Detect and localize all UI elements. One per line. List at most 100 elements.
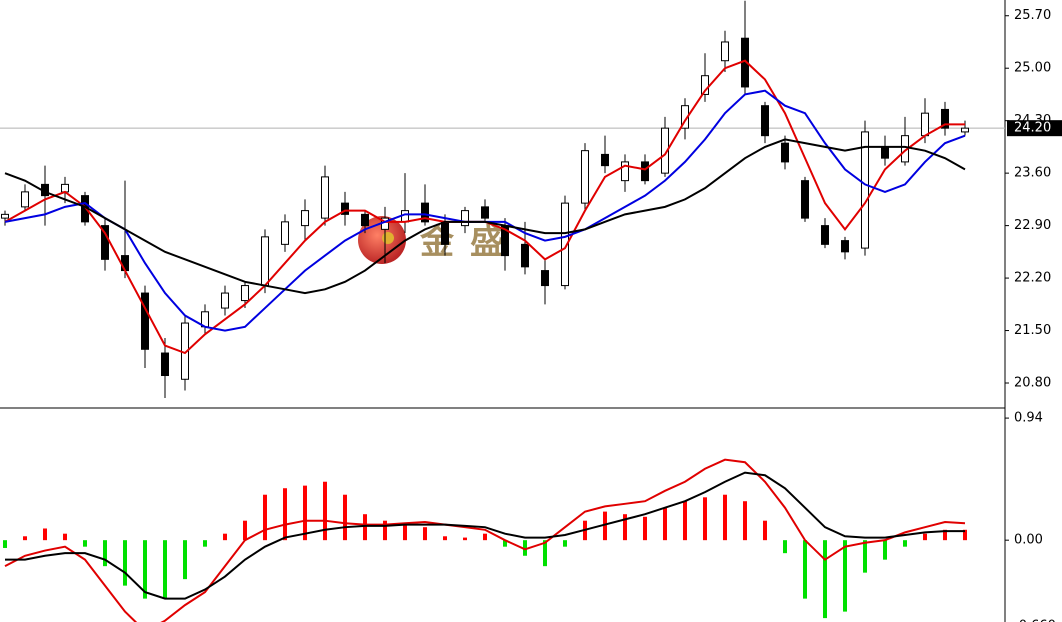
histogram-bar	[683, 501, 687, 541]
histogram-bar	[623, 514, 627, 541]
histogram-bar	[803, 540, 807, 599]
y-tick-label: 0.00	[1014, 533, 1043, 548]
histogram-bar	[783, 540, 787, 554]
histogram-bar	[603, 511, 607, 541]
candle-body	[261, 236, 269, 287]
histogram-bar	[723, 494, 727, 541]
histogram-bar	[303, 485, 307, 541]
candle-body	[241, 285, 249, 302]
candle-body	[721, 41, 729, 62]
candle-body	[221, 292, 229, 309]
histogram-bar	[443, 536, 447, 541]
candle-body	[61, 183, 69, 193]
last-price-box	[1007, 120, 1062, 137]
histogram-bar	[63, 533, 67, 541]
histogram-bar	[223, 533, 227, 541]
histogram-bar	[863, 540, 867, 573]
candle-body	[761, 105, 769, 137]
histogram-bar	[23, 536, 27, 541]
watermark: 金盛	[419, 223, 520, 263]
candle-body	[281, 221, 289, 245]
histogram-bar	[843, 540, 847, 612]
histogram-bar	[503, 540, 507, 547]
histogram-bar	[743, 501, 747, 541]
histogram-bar	[923, 533, 927, 541]
y-tick-label: 22.90	[1014, 218, 1051, 233]
candle-body	[301, 210, 309, 227]
candle-body	[361, 213, 369, 227]
histogram-bar	[323, 481, 327, 541]
candle-body	[541, 270, 549, 287]
candle-body	[661, 127, 669, 174]
histogram-bar	[123, 540, 127, 586]
candle-body	[121, 255, 129, 272]
candle-body	[521, 243, 529, 268]
candle-body	[21, 191, 29, 208]
last-price-label: 24.20	[1014, 121, 1051, 136]
candle-body	[801, 180, 809, 219]
y-tick-label: 0.94	[1014, 411, 1043, 426]
candle-body	[141, 292, 149, 350]
histogram-bar	[363, 514, 367, 541]
y-tick-label: 21.50	[1014, 323, 1051, 338]
candle-body	[601, 153, 609, 167]
histogram-bar	[543, 540, 547, 567]
line-series	[5, 471, 965, 600]
histogram-bar	[103, 540, 107, 567]
candle-body	[581, 150, 589, 204]
candle-body	[421, 202, 429, 223]
y-tick-label: 22.20	[1014, 271, 1051, 286]
candle-body	[881, 146, 889, 159]
candle-body	[841, 240, 849, 253]
histogram-bar	[403, 524, 407, 541]
candle-body	[461, 210, 469, 227]
candle-body	[781, 142, 789, 163]
histogram-bar	[463, 537, 467, 541]
y-tick-label: 25.70	[1014, 8, 1051, 23]
y-tick-label: -0.660	[1014, 618, 1056, 622]
line-series	[4, 138, 966, 295]
histogram-bar	[563, 540, 567, 547]
histogram-bar	[183, 540, 187, 580]
histogram-bar	[643, 516, 647, 541]
histogram-bar	[943, 529, 947, 541]
histogram-bar	[263, 494, 267, 541]
candle-body	[621, 161, 629, 182]
histogram-bar	[883, 540, 887, 560]
candle-body	[341, 202, 349, 215]
histogram-bar	[703, 497, 707, 541]
candle-body	[861, 131, 869, 249]
histogram-bar	[43, 528, 47, 541]
candle-body	[561, 202, 569, 287]
histogram-bar	[963, 529, 967, 541]
candle-body	[1, 213, 9, 219]
histogram-bar	[343, 494, 347, 541]
candle-body	[821, 225, 829, 245]
y-tick-label: 25.00	[1014, 61, 1051, 76]
histogram-bar	[3, 540, 7, 548]
candle-body	[441, 221, 449, 245]
histogram-bar	[903, 540, 907, 547]
candle-body	[481, 206, 489, 219]
histogram-bar	[143, 540, 147, 599]
histogram-bar	[823, 540, 827, 619]
candle-body	[101, 225, 109, 260]
histogram-bar	[383, 520, 387, 541]
candle-body	[921, 112, 929, 137]
y-tick-label: 23.60	[1014, 166, 1051, 181]
candle-body	[641, 161, 649, 182]
histogram-bar	[763, 520, 767, 541]
candle-body	[321, 176, 329, 219]
logo-dot	[382, 232, 394, 244]
histogram-bar	[163, 540, 167, 599]
histogram-bar	[83, 540, 87, 547]
line-series	[4, 458, 966, 622]
candle-body	[961, 127, 969, 133]
candle-body	[161, 352, 169, 377]
y-tick-label: 20.80	[1014, 376, 1051, 391]
histogram-bar	[483, 533, 487, 541]
histogram-bar	[423, 527, 427, 541]
histogram-bar	[283, 488, 287, 541]
